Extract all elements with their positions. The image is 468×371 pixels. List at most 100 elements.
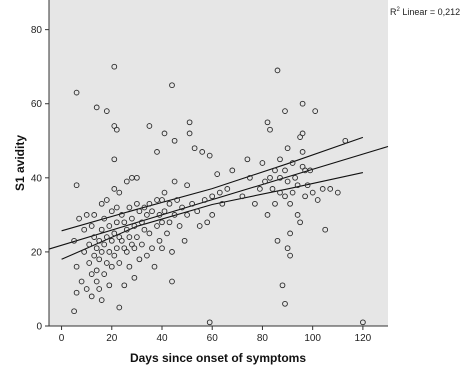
- data-point: [209, 212, 216, 218]
- data-point: [88, 223, 95, 229]
- data-point: [91, 252, 98, 259]
- data-point: [73, 289, 80, 296]
- data-point: [294, 212, 301, 218]
- data-point: [161, 189, 168, 196]
- data-point: [93, 104, 100, 111]
- data-point: [116, 304, 123, 311]
- data-point: [154, 149, 160, 155]
- data-point: [206, 319, 213, 326]
- data-point: [297, 219, 303, 226]
- data-point: [111, 186, 118, 192]
- data-point: [88, 271, 95, 277]
- data-point: [279, 282, 286, 289]
- data-point: [216, 189, 223, 196]
- data-point: [284, 178, 291, 185]
- data-point: [86, 260, 93, 266]
- x-tick-label: 40: [156, 333, 168, 344]
- data-point: [123, 249, 130, 255]
- y-tick-label: 40: [31, 173, 43, 184]
- data-point: [164, 230, 170, 237]
- data-point: [239, 193, 246, 200]
- data-point: [176, 223, 183, 229]
- data-point: [159, 219, 165, 226]
- data-point: [139, 241, 145, 248]
- data-point: [71, 308, 77, 315]
- data-point: [282, 193, 288, 200]
- data-point: [151, 263, 158, 270]
- data-point: [83, 286, 90, 292]
- data-point: [322, 226, 329, 233]
- data-point: [181, 237, 188, 244]
- data-point: [267, 174, 273, 181]
- data-point: [106, 282, 113, 289]
- data-point: [134, 234, 140, 240]
- r-squared-annotation: R2 Linear = 0,212: [390, 7, 460, 17]
- data-point: [111, 230, 118, 237]
- data-point: [209, 193, 216, 200]
- data-point: [121, 282, 128, 289]
- data-point: [149, 245, 155, 252]
- data-point: [126, 263, 133, 270]
- data-point: [171, 212, 178, 218]
- data-point: [171, 137, 178, 144]
- data-point: [98, 200, 105, 207]
- data-point: [309, 189, 316, 196]
- data-point: [199, 149, 206, 155]
- data-point: [179, 204, 185, 211]
- data-point: [123, 226, 130, 233]
- data-point: [294, 182, 301, 189]
- x-tick-label: 80: [257, 333, 269, 344]
- data-point: [118, 212, 125, 218]
- data-point: [274, 237, 281, 244]
- data-point: [108, 263, 115, 270]
- data-point: [161, 130, 168, 137]
- data-point: [113, 204, 120, 211]
- data-point: [136, 208, 143, 215]
- data-point: [108, 208, 115, 215]
- data-point: [83, 212, 90, 218]
- data-point: [161, 208, 168, 215]
- ci-upper-line: [61, 136, 364, 232]
- data-point: [287, 252, 293, 259]
- data-point: [134, 200, 140, 207]
- data-point: [96, 286, 103, 292]
- data-point: [252, 200, 258, 207]
- data-point: [284, 245, 291, 252]
- data-point: [247, 174, 253, 181]
- data-point: [299, 100, 306, 107]
- data-point: [229, 167, 236, 174]
- regression-layer: [48, 136, 389, 260]
- data-point: [292, 174, 298, 181]
- data-point: [304, 182, 311, 189]
- data-point: [146, 230, 153, 237]
- data-point: [342, 137, 349, 144]
- data-point: [282, 108, 288, 114]
- data-point: [126, 234, 133, 240]
- data-point: [123, 178, 130, 185]
- data-point: [314, 197, 321, 203]
- x-tick-label: 20: [106, 333, 118, 344]
- data-point: [166, 200, 173, 207]
- data-point: [81, 249, 88, 255]
- data-point: [121, 219, 128, 226]
- data-point: [334, 189, 341, 196]
- data-point: [186, 119, 193, 126]
- data-point: [189, 200, 195, 207]
- data-point: [166, 219, 173, 226]
- data-point: [287, 200, 293, 207]
- data-point: [111, 156, 118, 163]
- data-point: [96, 256, 103, 263]
- data-point: [144, 252, 150, 259]
- data-point: [169, 278, 175, 285]
- data-point: [101, 215, 108, 222]
- y-tick-label: 0: [36, 322, 42, 333]
- data-point: [282, 300, 288, 307]
- data-point: [264, 212, 271, 218]
- data-point: [113, 245, 120, 252]
- regression-line: [48, 145, 389, 250]
- y-tick-label: 20: [31, 247, 43, 258]
- data-point: [113, 126, 120, 133]
- data-point: [224, 186, 231, 192]
- data-point: [186, 130, 193, 137]
